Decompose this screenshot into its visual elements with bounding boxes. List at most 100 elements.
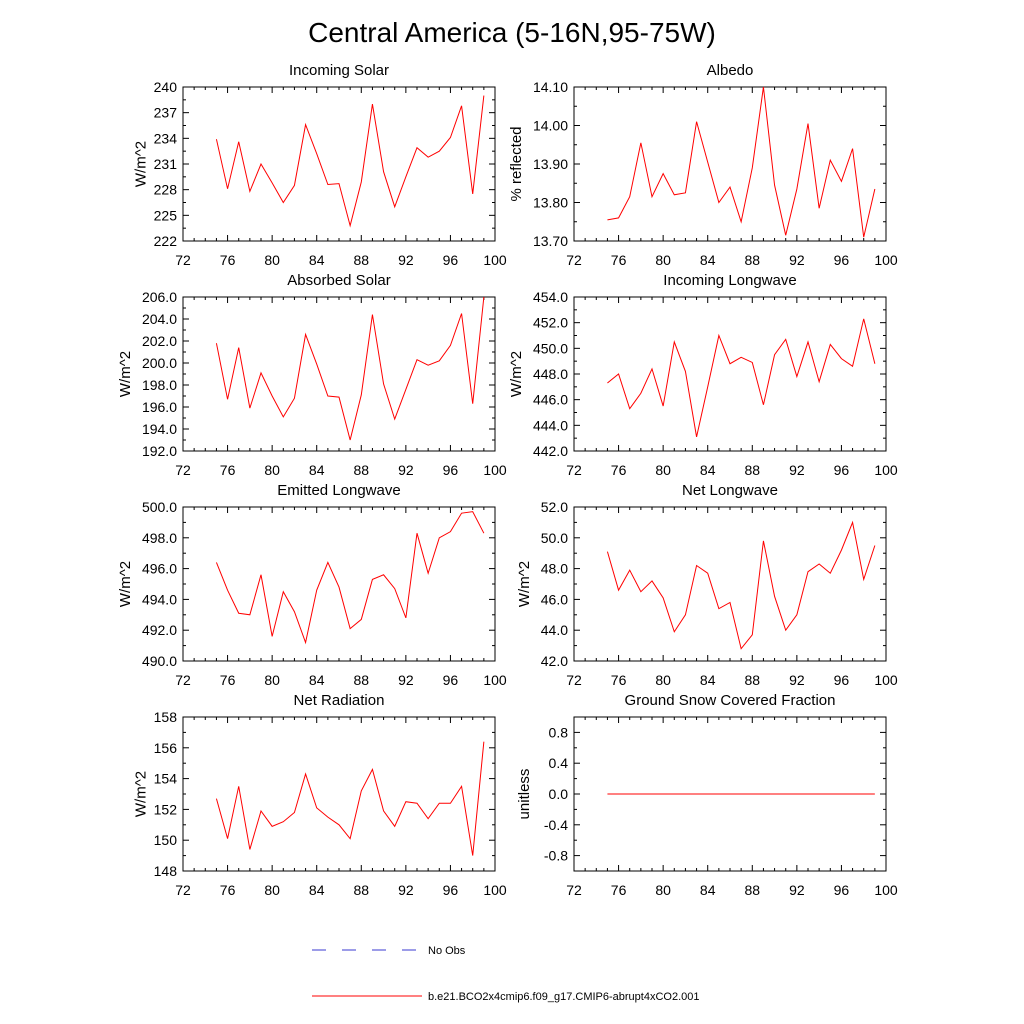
x-tick-label: 80 <box>655 882 671 898</box>
x-tick-label: 96 <box>834 252 850 268</box>
x-tick-label: 80 <box>655 462 671 478</box>
y-tick-label: 13.90 <box>533 156 568 172</box>
x-tick-label: 100 <box>874 252 898 268</box>
y-tick-label: 150 <box>154 832 178 848</box>
y-axis-label: % reflected <box>508 126 525 201</box>
y-tick-label: 0.4 <box>549 755 569 771</box>
x-tick-label: 84 <box>700 882 716 898</box>
x-tick-label: 76 <box>611 672 627 688</box>
y-tick-label: 152 <box>154 801 178 817</box>
x-tick-label: 76 <box>220 882 236 898</box>
y-tick-label: 490.0 <box>142 653 177 669</box>
panel-net-radiation: Net Radiation 72 76 80 84 88 92 96 100 148 150 152 1… <box>133 692 507 898</box>
x-tick-label: 100 <box>483 252 507 268</box>
series-line-emitted-longwave <box>215 511 485 645</box>
x-tick-label: 72 <box>566 252 582 268</box>
x-tick-label: 100 <box>874 672 898 688</box>
x-tick-label: 80 <box>655 672 671 688</box>
y-tick-label: 446.0 <box>533 392 568 408</box>
panel-title: Ground Snow Covered Fraction <box>625 692 836 709</box>
panel-ground-snow-covered-fraction: Ground Snow Covered Fraction 72 76 80 84 88 92… <box>516 692 898 898</box>
x-tick-label: 72 <box>566 672 582 688</box>
y-axis-label: W/m^2 <box>508 351 525 397</box>
series-line-incoming-longwave <box>607 318 876 437</box>
y-tick-label: 50.0 <box>541 530 568 546</box>
x-tick-label: 92 <box>398 672 414 688</box>
y-tick-label: 52.0 <box>541 499 568 515</box>
x-tick-label: 88 <box>744 672 760 688</box>
x-tick-label: 88 <box>353 462 369 478</box>
x-tick-label: 76 <box>220 252 236 268</box>
panel-title: Incoming Solar <box>289 62 389 79</box>
y-tick-label: 496.0 <box>142 561 177 577</box>
series-line-net-radiation <box>215 741 485 856</box>
x-tick-label: 76 <box>220 672 236 688</box>
x-tick-label: 84 <box>700 672 716 688</box>
x-tick-label: 88 <box>353 252 369 268</box>
y-tick-label: 192.0 <box>142 443 177 459</box>
x-tick-label: 80 <box>264 252 280 268</box>
plot-frame <box>182 506 496 662</box>
y-tick-label: 48.0 <box>541 561 568 577</box>
y-tick-label: 240 <box>154 79 178 95</box>
x-tick-label: 72 <box>566 462 582 478</box>
x-tick-label: 80 <box>655 252 671 268</box>
x-tick-label: 76 <box>220 462 236 478</box>
y-axis-label: W/m^2 <box>117 561 134 607</box>
x-tick-label: 96 <box>834 882 850 898</box>
panel-title: Emitted Longwave <box>277 482 400 499</box>
x-tick-label: 92 <box>789 462 805 478</box>
y-tick-label: 237 <box>154 105 178 121</box>
series-line-absorbed-solar <box>215 296 485 441</box>
legend-obs-label: No Obs <box>428 945 466 957</box>
x-tick-label: 88 <box>744 252 760 268</box>
x-tick-label: 100 <box>483 672 507 688</box>
x-tick-label: 96 <box>443 672 459 688</box>
panel-title: Absorbed Solar <box>287 272 390 289</box>
y-tick-label: 231 <box>154 156 178 172</box>
plot-frame <box>182 296 496 452</box>
y-tick-label: 448.0 <box>533 366 568 382</box>
y-tick-label: 44.0 <box>541 622 568 638</box>
x-tick-label: 80 <box>264 882 280 898</box>
y-tick-label: 442.0 <box>533 443 568 459</box>
panel-title: Net Radiation <box>294 692 385 709</box>
x-tick-label: 80 <box>264 462 280 478</box>
x-tick-label: 84 <box>700 252 716 268</box>
panel-title: Albedo <box>707 62 754 79</box>
y-tick-label: 0.8 <box>549 724 569 740</box>
x-tick-label: 76 <box>611 252 627 268</box>
y-tick-label: 14.00 <box>533 118 568 134</box>
x-tick-label: 92 <box>789 252 805 268</box>
figure-title: Central America (5-16N,95-75W) <box>308 17 716 48</box>
series-line-incoming-solar <box>215 95 485 228</box>
x-tick-label: 92 <box>398 462 414 478</box>
x-tick-label: 72 <box>175 672 191 688</box>
y-tick-label: 46.0 <box>541 591 568 607</box>
y-tick-label: 206.0 <box>142 289 177 305</box>
x-tick-label: 72 <box>566 882 582 898</box>
plot-frame <box>573 86 887 242</box>
y-tick-label: 492.0 <box>142 622 177 638</box>
y-tick-label: -0.8 <box>544 848 568 864</box>
x-tick-label: 92 <box>789 882 805 898</box>
plot-frame <box>182 716 496 872</box>
y-tick-label: 156 <box>154 740 178 756</box>
panel-net-longwave: Net Longwave 72 76 80 84 88 92 96 100 42.0 44.0 46.… <box>516 482 898 688</box>
x-tick-label: 100 <box>874 882 898 898</box>
panel-emitted-longwave: Emitted Longwave 72 76 80 84 88 92 96 100 490.0 49… <box>117 482 507 688</box>
series-line-albedo <box>607 86 876 238</box>
x-tick-label: 100 <box>483 882 507 898</box>
legend-model-label: b.e21.BCO2x4cmip6.f09_g17.CMIP6-abrupt4x… <box>428 991 700 1003</box>
x-tick-label: 84 <box>309 252 325 268</box>
y-tick-label: 234 <box>154 130 178 146</box>
y-tick-label: 498.0 <box>142 530 177 546</box>
x-tick-label: 96 <box>443 882 459 898</box>
x-tick-label: 72 <box>175 882 191 898</box>
y-tick-label: 204.0 <box>142 311 177 327</box>
x-tick-label: 72 <box>175 252 191 268</box>
series-line-net-longwave <box>606 520 876 650</box>
x-tick-label: 88 <box>353 672 369 688</box>
x-tick-label: 92 <box>398 252 414 268</box>
